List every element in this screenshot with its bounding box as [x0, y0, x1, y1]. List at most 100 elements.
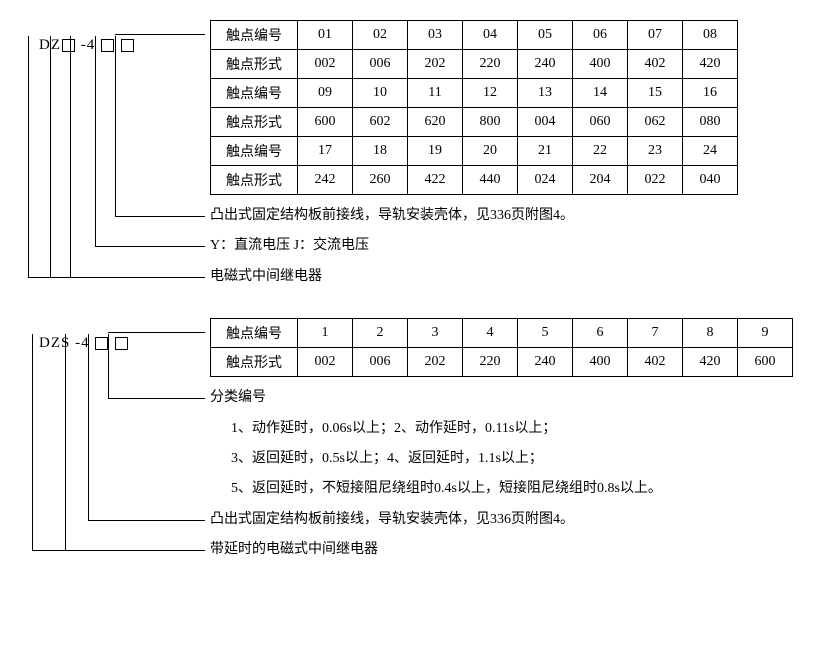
section-dzs: DZS -4 触点编号123456789触点形式0020062022202404…	[20, 318, 810, 561]
table-row: 触点形式242260422440024204022040	[211, 166, 738, 195]
note-structure: 凸出式固定结构板前接线，导轨安装壳体，见336页附图4。	[210, 205, 810, 227]
note-structure: 凸出式固定结构板前接线，导轨安装壳体，见336页附图4。	[210, 509, 810, 531]
table-cell: 08	[683, 21, 738, 50]
model-code-dzs: DZS -4	[20, 318, 129, 369]
table-cell: 11	[408, 79, 463, 108]
note-delay-1-2: 1、动作延时，0.06s以上；2、动作延时，0.11s以上；	[210, 418, 810, 440]
table-cell: 7	[628, 319, 683, 348]
bracket-line	[115, 216, 205, 217]
bracket-line	[115, 34, 205, 35]
table-row: 触点编号1718192021222324	[211, 137, 738, 166]
bracket-line	[70, 36, 71, 277]
table-row: 触点编号123456789	[211, 319, 793, 348]
bracket-line	[108, 332, 205, 333]
bracket-line	[65, 334, 66, 550]
bracket-line	[95, 246, 205, 247]
table-cell: 024	[518, 166, 573, 195]
content-column: 触点编号123456789触点形式00200620222024040040242…	[210, 318, 810, 561]
table-cell: 202	[408, 348, 463, 377]
table-cell: 620	[408, 108, 463, 137]
table-cell: 080	[683, 108, 738, 137]
table-row: 触点形式002006202220240400402420600	[211, 348, 793, 377]
contact-table-1: 触点编号0102030405060708触点形式0020062022202404…	[210, 20, 738, 195]
table-cell: 01	[298, 21, 353, 50]
table-cell: 240	[518, 50, 573, 79]
table-cell: 022	[628, 166, 683, 195]
table-cell: 420	[683, 348, 738, 377]
note-delay-5: 5、返回延时，不短接阻尼绕组时0.4s以上，短接阻尼绕组时0.8s以上。	[210, 478, 810, 500]
table-cell: 17	[298, 137, 353, 166]
table-cell: 05	[518, 21, 573, 50]
row-header: 触点形式	[211, 50, 298, 79]
table-cell: 240	[518, 348, 573, 377]
row-header: 触点形式	[211, 348, 298, 377]
table-cell: 6	[573, 319, 628, 348]
table-cell: 09	[298, 79, 353, 108]
row-header: 触点编号	[211, 137, 298, 166]
table-cell: 400	[573, 348, 628, 377]
table-cell: 242	[298, 166, 353, 195]
table-row: 触点形式600602620800004060062080	[211, 108, 738, 137]
table-cell: 02	[353, 21, 408, 50]
table-cell: 060	[573, 108, 628, 137]
table-cell: 13	[518, 79, 573, 108]
table-cell: 040	[683, 166, 738, 195]
table-cell: 19	[408, 137, 463, 166]
table-row: 触点编号0910111213141516	[211, 79, 738, 108]
bracket-line	[88, 334, 89, 520]
table-cell: 440	[463, 166, 518, 195]
table-cell: 22	[573, 137, 628, 166]
table-cell: 402	[628, 348, 683, 377]
table-cell: 202	[408, 50, 463, 79]
bracket-line	[50, 36, 51, 277]
bracket-line	[28, 36, 29, 277]
table-cell: 420	[683, 50, 738, 79]
note-classification: 分类编号	[210, 387, 810, 409]
table-cell: 602	[353, 108, 408, 137]
table-cell: 800	[463, 108, 518, 137]
bracket-line	[28, 277, 205, 278]
table-cell: 16	[683, 79, 738, 108]
bracket-line	[32, 550, 205, 551]
table-cell: 002	[298, 50, 353, 79]
table-cell: 07	[628, 21, 683, 50]
contact-table-2: 触点编号123456789触点形式00200620222024040040242…	[210, 318, 793, 377]
bracket-line	[108, 334, 109, 398]
table-cell: 10	[353, 79, 408, 108]
table-cell: 18	[353, 137, 408, 166]
placeholder-box	[62, 39, 75, 52]
table-cell: 8	[683, 319, 738, 348]
table-cell: 04	[463, 21, 518, 50]
table-cell: 23	[628, 137, 683, 166]
table-cell: 06	[573, 21, 628, 50]
content-column: 触点编号0102030405060708触点形式0020062022202404…	[210, 20, 810, 288]
bracket-line	[88, 520, 205, 521]
table-cell: 422	[408, 166, 463, 195]
table-cell: 12	[463, 79, 518, 108]
table-cell: 006	[353, 348, 408, 377]
table-cell: 204	[573, 166, 628, 195]
bracket-line	[115, 36, 116, 216]
row-header: 触点形式	[211, 166, 298, 195]
row-header: 触点编号	[211, 21, 298, 50]
table-cell: 03	[408, 21, 463, 50]
table-cell: 3	[408, 319, 463, 348]
table-cell: 002	[298, 348, 353, 377]
table-row: 触点编号0102030405060708	[211, 21, 738, 50]
table-cell: 006	[353, 50, 408, 79]
table-cell: 5	[518, 319, 573, 348]
row-header: 触点编号	[211, 79, 298, 108]
table-cell: 260	[353, 166, 408, 195]
note-delay-3-4: 3、返回延时，0.5s以上；4、返回延时，1.1s以上；	[210, 448, 810, 470]
table-cell: 1	[298, 319, 353, 348]
row-header: 触点形式	[211, 108, 298, 137]
row-header: 触点编号	[211, 319, 298, 348]
table-cell: 14	[573, 79, 628, 108]
bracket-line	[108, 398, 205, 399]
table-row: 触点形式002006202220240400402420	[211, 50, 738, 79]
table-cell: 9	[738, 319, 793, 348]
note-relay-type: 电磁式中间继电器	[210, 266, 810, 288]
table-cell: 402	[628, 50, 683, 79]
table-cell: 600	[738, 348, 793, 377]
section-dz: DZ -4 触点编号0102030405060708触点形式0020062022…	[20, 20, 810, 288]
